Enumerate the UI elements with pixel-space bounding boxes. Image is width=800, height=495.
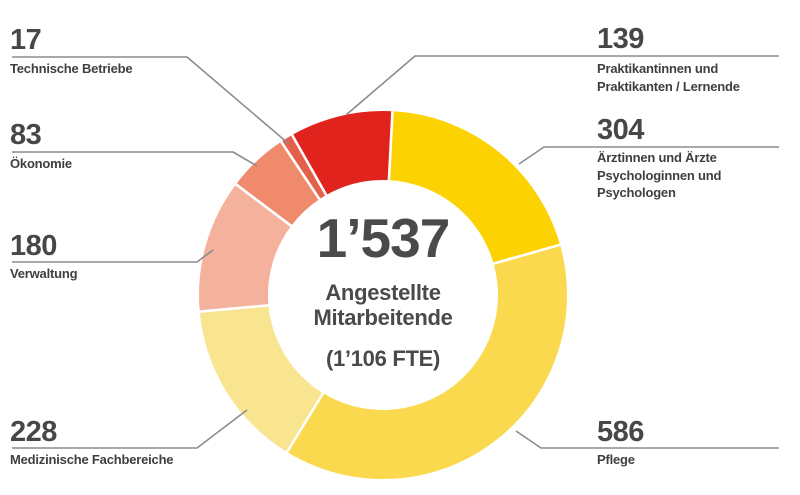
segment-separator xyxy=(198,304,270,314)
callout-number-technische: 17 xyxy=(10,24,42,56)
callout-label-aerzte: Ärztinnen und Ärzte Psychologinnen und P… xyxy=(597,149,721,202)
donut-segments xyxy=(198,110,567,480)
center-subtitle: Angestellte Mitarbeitende xyxy=(233,280,533,330)
callout-label-verwaltung: Verwaltung xyxy=(10,265,78,283)
center-total: 1’537 xyxy=(316,207,451,269)
callout-number-pflege: 586 xyxy=(597,416,644,448)
donut-segment-5 xyxy=(236,141,320,226)
segment-separator xyxy=(234,182,293,228)
center-subtitle-line1: Angestellte xyxy=(325,280,441,305)
callout-label-line: Psychologen xyxy=(597,185,676,200)
callout-number-verwaltung: 180 xyxy=(10,230,57,262)
callout-label-line: Praktikantinnen und xyxy=(597,61,719,76)
callout-label-pflege: Pflege xyxy=(597,451,635,469)
callout-label-praktikum: Praktikantinnen und Praktikanten / Lerne… xyxy=(597,60,740,95)
callout-number-oekonomie: 83 xyxy=(10,119,42,151)
segment-separator xyxy=(492,243,562,266)
callout-line-pflege xyxy=(515,430,779,449)
callout-label-line: Technische Betriebe xyxy=(10,61,133,76)
callout-label-line: Psychologinnen und xyxy=(597,167,722,183)
center-fte: (1’106 FTE) xyxy=(325,346,441,371)
callout-line-oekonomie xyxy=(12,151,258,167)
center-subtitle-line2: Mitarbeitende xyxy=(313,304,453,330)
callout-label-line: Ärztinnen und Ärzte xyxy=(597,150,717,165)
callout-number-aerzte: 304 xyxy=(597,114,644,146)
donut-segment-1 xyxy=(388,111,561,264)
callout-label-line: Ökonomie xyxy=(10,156,72,171)
donut-segment-2 xyxy=(287,244,567,480)
segment-separator xyxy=(290,133,328,197)
callout-label-line: Medizinische Fachbereiche xyxy=(10,452,174,467)
callout-line-praktikum xyxy=(345,55,779,116)
segment-separator xyxy=(285,391,325,454)
donut-segment-0 xyxy=(292,110,393,196)
callout-line-aerzte xyxy=(518,146,779,165)
callout-line-medizinische xyxy=(12,409,248,449)
callout-number-medizinische: 228 xyxy=(10,416,57,448)
callout-line-technische xyxy=(12,56,290,145)
callout-label-technische: Technische Betriebe xyxy=(10,60,133,78)
callout-number-praktikum: 139 xyxy=(597,23,644,55)
callout-label-line: Verwaltung xyxy=(10,266,78,281)
callout-label-medizinische: Medizinische Fachbereiche xyxy=(10,451,174,469)
callout-label-line: Pflege xyxy=(597,452,635,467)
callout-lines xyxy=(12,55,779,449)
donut-segment-3 xyxy=(199,305,324,453)
donut-segment-6 xyxy=(281,135,327,200)
segment-separator xyxy=(387,110,394,182)
callout-line-verwaltung xyxy=(12,249,214,263)
callout-label-oekonomie: Ökonomie xyxy=(10,155,72,173)
donut-segment-4 xyxy=(198,184,292,312)
segment-separator xyxy=(279,140,322,201)
callout-label-line: Praktikanten / Lernende xyxy=(597,78,740,94)
